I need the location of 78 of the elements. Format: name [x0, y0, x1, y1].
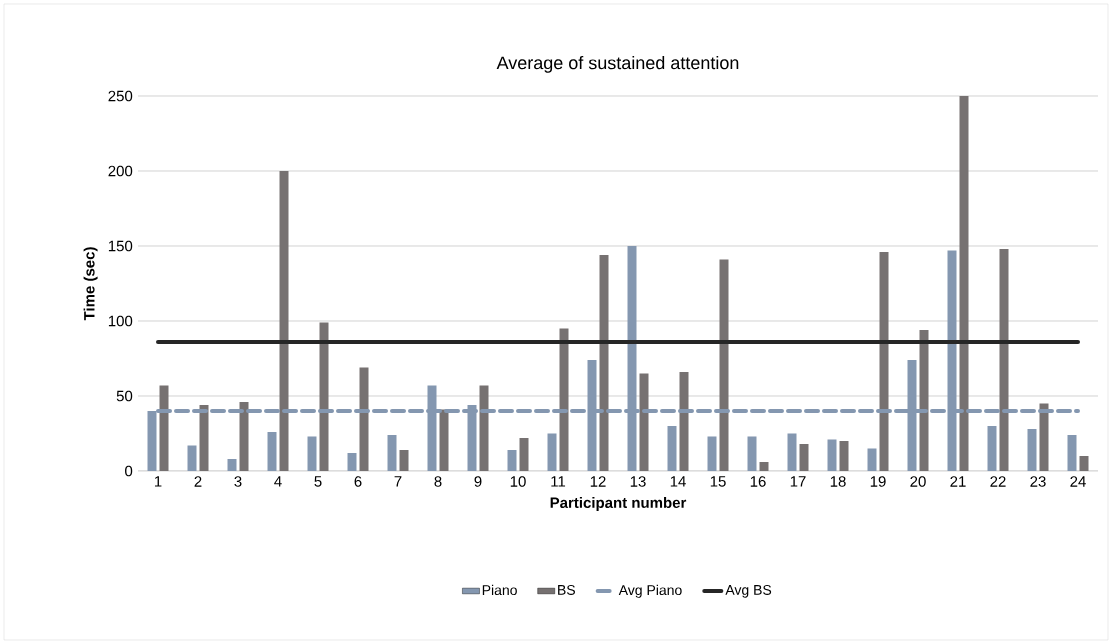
x-tick-label: 18: [830, 476, 846, 487]
bar: [799, 443, 809, 471]
x-tick-label: 4: [274, 476, 282, 487]
bar: [387, 434, 397, 471]
y-tick-label: 100: [108, 315, 133, 327]
bar: [279, 170, 289, 471]
bar: [1039, 403, 1049, 471]
y-tick-label: 50: [116, 390, 133, 402]
bar: [227, 458, 237, 471]
bar: [827, 439, 837, 471]
bar: [507, 449, 517, 471]
y-axis-title: Time (sec): [83, 247, 98, 321]
x-tick-label: 8: [434, 476, 442, 487]
bar: [439, 409, 449, 471]
bar: [747, 436, 757, 471]
bar: [347, 452, 357, 471]
bar: [667, 425, 677, 471]
bar: [187, 445, 197, 471]
x-tick-label: 3: [234, 476, 242, 487]
bar: [359, 367, 369, 471]
x-tick-label: 12: [590, 476, 606, 487]
x-tick-label: 15: [710, 476, 726, 487]
bar: [307, 436, 317, 471]
x-tick-label: 24: [1070, 476, 1086, 487]
bar: [1027, 428, 1037, 471]
bar: [399, 449, 409, 471]
bar: [239, 401, 249, 471]
bar: [959, 95, 969, 471]
bar: [639, 373, 649, 471]
bar: [999, 248, 1009, 471]
x-tick-label: 23: [1030, 476, 1046, 487]
legend-label: Avg BS: [725, 584, 772, 598]
bar: [919, 329, 929, 471]
legend-label: BS: [558, 584, 576, 595]
y-tick-label: 200: [108, 165, 133, 177]
chart-title: Average of sustained attention: [496, 56, 739, 73]
bar: [987, 425, 997, 471]
bar: [319, 322, 329, 471]
y-tick-label: 0: [125, 465, 133, 477]
x-tick-label: 16: [750, 476, 766, 487]
x-tick-label: 21: [950, 476, 966, 487]
x-tick-label: 13: [630, 476, 646, 487]
x-tick-label: 5: [314, 476, 322, 487]
bar: [707, 436, 717, 471]
legend-label: Avg Piano: [618, 584, 682, 598]
bar: [519, 437, 529, 471]
y-tick-label: 150: [108, 240, 133, 252]
x-tick-label: 10: [510, 476, 526, 487]
x-tick-label: 2: [194, 476, 202, 487]
bar: [199, 404, 209, 471]
bar: [679, 371, 689, 471]
x-tick-label: 14: [670, 476, 686, 487]
bar: [879, 251, 889, 471]
x-tick-label: 6: [354, 476, 362, 487]
bar: [1079, 455, 1089, 471]
bar: [159, 385, 169, 471]
x-tick-label: 19: [870, 476, 886, 487]
bar: [559, 328, 569, 471]
x-tick-label: 17: [790, 476, 806, 487]
bar: [867, 448, 877, 471]
x-tick-label: 1: [154, 476, 162, 487]
bar: [479, 385, 489, 471]
bar: [719, 259, 729, 471]
bar: [1067, 434, 1077, 471]
legend-label: Piano: [482, 584, 517, 596]
x-tick-label: 20: [910, 476, 926, 487]
x-tick-label: 11: [551, 476, 566, 487]
bar: [759, 461, 769, 471]
bar: [839, 440, 849, 471]
bar: [787, 433, 797, 471]
bar: [267, 431, 277, 471]
bar: [599, 254, 609, 471]
x-tick-label: 7: [394, 476, 402, 487]
bar: [547, 433, 557, 471]
x-tick-label: 22: [990, 476, 1006, 487]
x-tick-label: 9: [474, 476, 482, 487]
y-tick-label: 250: [108, 90, 133, 102]
x-axis-title: Participant number: [550, 497, 687, 511]
